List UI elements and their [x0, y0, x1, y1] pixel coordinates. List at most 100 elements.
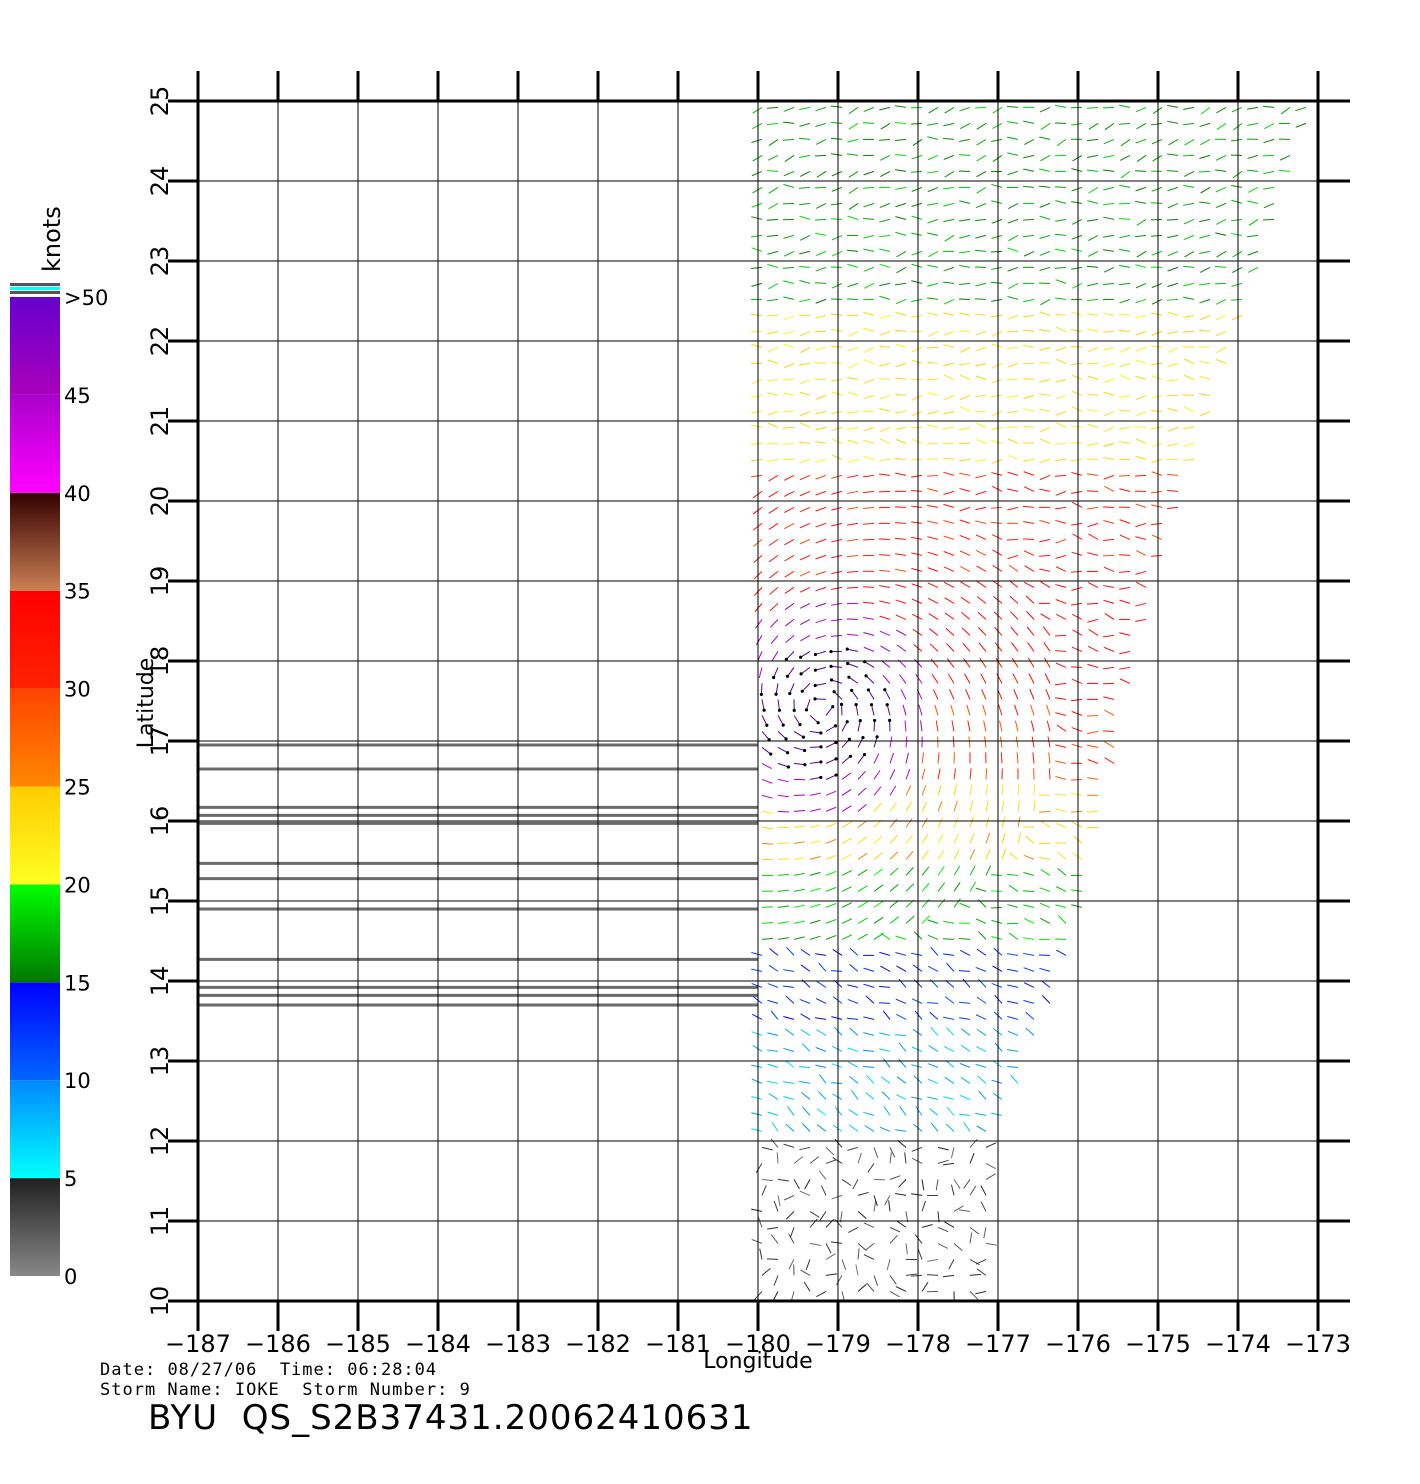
wind-vector — [752, 1014, 762, 1019]
wind-vector — [817, 1109, 826, 1116]
wind-vector — [1002, 817, 1005, 828]
wind-vector — [993, 155, 1002, 161]
wind-vector — [863, 507, 874, 508]
wind-vector — [954, 1243, 962, 1250]
wind-vector — [943, 939, 954, 940]
wind-vector — [981, 1186, 986, 1196]
wind-vector — [751, 475, 762, 476]
wind-vector — [810, 715, 818, 722]
wind-vector — [906, 769, 910, 779]
wind-vector — [996, 658, 1002, 667]
wind-vector — [1055, 843, 1066, 844]
wind-vector — [1151, 523, 1162, 524]
wind-vector — [945, 107, 954, 113]
wind-vector — [1040, 203, 1050, 207]
wind-vector — [879, 249, 890, 251]
wind-vector — [769, 491, 778, 497]
wind-vector — [1055, 905, 1066, 908]
wind-vector — [794, 858, 805, 860]
wind-vector — [931, 947, 938, 955]
wind-vector — [1105, 123, 1114, 129]
wind-vector — [1201, 107, 1210, 114]
wind-vector — [767, 171, 778, 172]
wind-vector — [800, 999, 810, 1003]
wind-vector — [938, 866, 944, 875]
wind-vector — [906, 753, 908, 764]
wind-vector — [883, 1011, 890, 1020]
wind-vector — [976, 967, 986, 971]
wind-vector — [847, 539, 858, 541]
wind-vector — [992, 379, 1002, 382]
wind-vector — [1041, 582, 1050, 588]
wind-vector — [1055, 635, 1066, 636]
wind-vector — [1024, 983, 1034, 988]
wind-vector — [1199, 251, 1210, 253]
wind-vector — [1135, 315, 1146, 317]
storm-number-value: 9 — [460, 1380, 471, 1400]
wind-vector — [890, 1227, 900, 1231]
wind-vector — [786, 635, 794, 642]
wind-vector — [927, 233, 938, 235]
wind-vector — [1055, 219, 1066, 221]
wind-vector — [945, 1222, 954, 1228]
wind-vector — [960, 1063, 970, 1067]
wind-vector — [879, 952, 890, 955]
wind-vector-head — [814, 653, 817, 656]
wind-vector — [1103, 331, 1114, 332]
wind-vector — [799, 299, 810, 301]
wind-vector — [881, 123, 890, 129]
wind-vector — [762, 1147, 773, 1150]
y-tick-label: 22 — [146, 326, 174, 357]
wind-vector — [895, 427, 906, 429]
wind-vector — [1056, 823, 1066, 827]
wind-vector — [970, 1153, 974, 1163]
wind-vector — [970, 882, 976, 891]
wind-vector — [783, 184, 794, 187]
wind-vector — [944, 299, 954, 304]
wind-vector — [1279, 170, 1290, 171]
wind-vector — [1023, 1000, 1034, 1003]
wind-vector — [847, 264, 858, 267]
wind-vector — [945, 598, 954, 604]
wind-vector-head — [774, 693, 777, 696]
wind-vector — [842, 789, 851, 795]
wind-vector — [895, 458, 906, 459]
wind-vector — [1040, 888, 1050, 892]
wind-vector — [785, 1029, 794, 1036]
wind-vector — [1071, 123, 1082, 125]
wind-vector — [1167, 490, 1178, 491]
wind-vector — [938, 883, 945, 892]
wind-vector — [1152, 283, 1162, 287]
wind-vector — [1008, 315, 1018, 319]
wind-vector — [1199, 123, 1210, 126]
wind-vector — [959, 265, 970, 267]
wind-vector — [863, 602, 874, 603]
wind-vector — [922, 916, 930, 924]
wind-vector — [783, 443, 794, 444]
wind-vector-head — [883, 688, 886, 691]
wind-vector — [810, 762, 821, 763]
wind-vector — [991, 875, 1002, 876]
wind-vector — [882, 1092, 890, 1100]
wind-vector — [751, 411, 762, 412]
wind-vector — [1071, 890, 1082, 891]
wind-vector — [767, 265, 778, 268]
wind-vector — [1167, 363, 1178, 366]
wind-vector — [938, 801, 942, 811]
wind-vector — [783, 122, 794, 123]
x-tick-label: −174 — [1205, 1330, 1271, 1358]
x-axis-label: Longitude — [703, 1349, 812, 1374]
wind-vector — [970, 1186, 976, 1195]
wind-vector — [1103, 586, 1114, 588]
wind-vector — [1087, 664, 1098, 667]
wind-vector — [784, 1144, 794, 1147]
wind-vector — [762, 779, 772, 783]
wind-vector — [896, 1095, 906, 1100]
wind-vector — [879, 986, 890, 987]
wind-vector — [751, 283, 762, 286]
wind-vector — [850, 1028, 858, 1035]
wind-vector — [1281, 107, 1290, 114]
wind-vector — [864, 107, 874, 111]
wind-vector — [1183, 459, 1194, 460]
wind-vector — [826, 775, 836, 779]
